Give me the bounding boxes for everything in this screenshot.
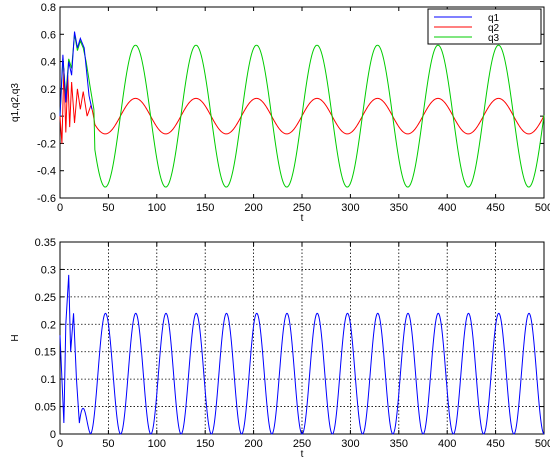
legend-label-q1: q1: [488, 13, 500, 24]
x-tick-label: 500: [535, 438, 550, 450]
y-tick-label: 0.2: [41, 84, 56, 96]
y-tick-label: 0.6: [41, 29, 56, 41]
x-tick-label: 150: [196, 202, 214, 214]
y-axis-label: H: [10, 334, 21, 341]
series-q1-line: [59, 31, 93, 117]
y-tick-label: 0.15: [35, 347, 56, 359]
x-tick-label: 50: [102, 438, 114, 450]
y-tick-label: -0.2: [37, 138, 56, 150]
y-tick-label: 0.05: [35, 402, 56, 414]
x-tick-label: 200: [244, 438, 262, 450]
y-tick-label: 0.1: [41, 374, 56, 386]
x-tick-label: 250: [293, 438, 311, 450]
x-tick-label: 150: [196, 438, 214, 450]
x-tick-label: 450: [486, 438, 504, 450]
x-tick-label: 100: [148, 438, 166, 450]
y-tick-label: 0.25: [35, 292, 56, 304]
legend-label-q2: q2: [488, 23, 500, 34]
x-tick-label: 100: [148, 202, 166, 214]
x-tick-label: 400: [438, 438, 456, 450]
x-axis-label: t: [301, 449, 304, 458]
x-tick-label: 500: [535, 202, 550, 214]
x-tick-label: 350: [390, 438, 408, 450]
bottom-plot: 0 50 100 150 200 250 300 350 400 450 500 0 0.05 0.1 0.…: [10, 237, 550, 458]
x-tick-label: 300: [341, 202, 359, 214]
x-tick-label: 450: [486, 202, 504, 214]
y-tick-label: 0.2: [41, 319, 56, 331]
y-tick-label: 0.8: [41, 2, 56, 14]
y-axis-label: q1,q2,q3: [10, 83, 21, 122]
x-tick-label: 200: [244, 202, 262, 214]
y-tick-label: -0.4: [37, 166, 56, 178]
y-tick-label: -0.6: [37, 193, 56, 205]
x-tick-label: 0: [57, 438, 63, 450]
x-axis-label: t: [301, 213, 304, 224]
series-q3-line: [59, 34, 545, 188]
y-tick-label: 0: [50, 429, 56, 441]
x-tick-label: 300: [341, 438, 359, 450]
y-tick-label: 0: [50, 111, 56, 123]
top-plot: 0 50 100 150 200 250 300 350 400 450 500 -0.6 -0.4 -0…: [10, 2, 550, 224]
x-tick-label: 400: [438, 202, 456, 214]
x-tick-label: 350: [390, 202, 408, 214]
x-tick-label: 250: [293, 202, 311, 214]
x-tick-label: 50: [102, 202, 114, 214]
y-tick-label: 0.4: [41, 57, 56, 69]
y-tick-label: 0.35: [35, 237, 56, 249]
legend-label-q3: q3: [488, 33, 500, 44]
x-tick-label: 0: [57, 202, 63, 214]
y-tick-label: 0.3: [41, 264, 56, 276]
series-H-line: [59, 274, 545, 435]
